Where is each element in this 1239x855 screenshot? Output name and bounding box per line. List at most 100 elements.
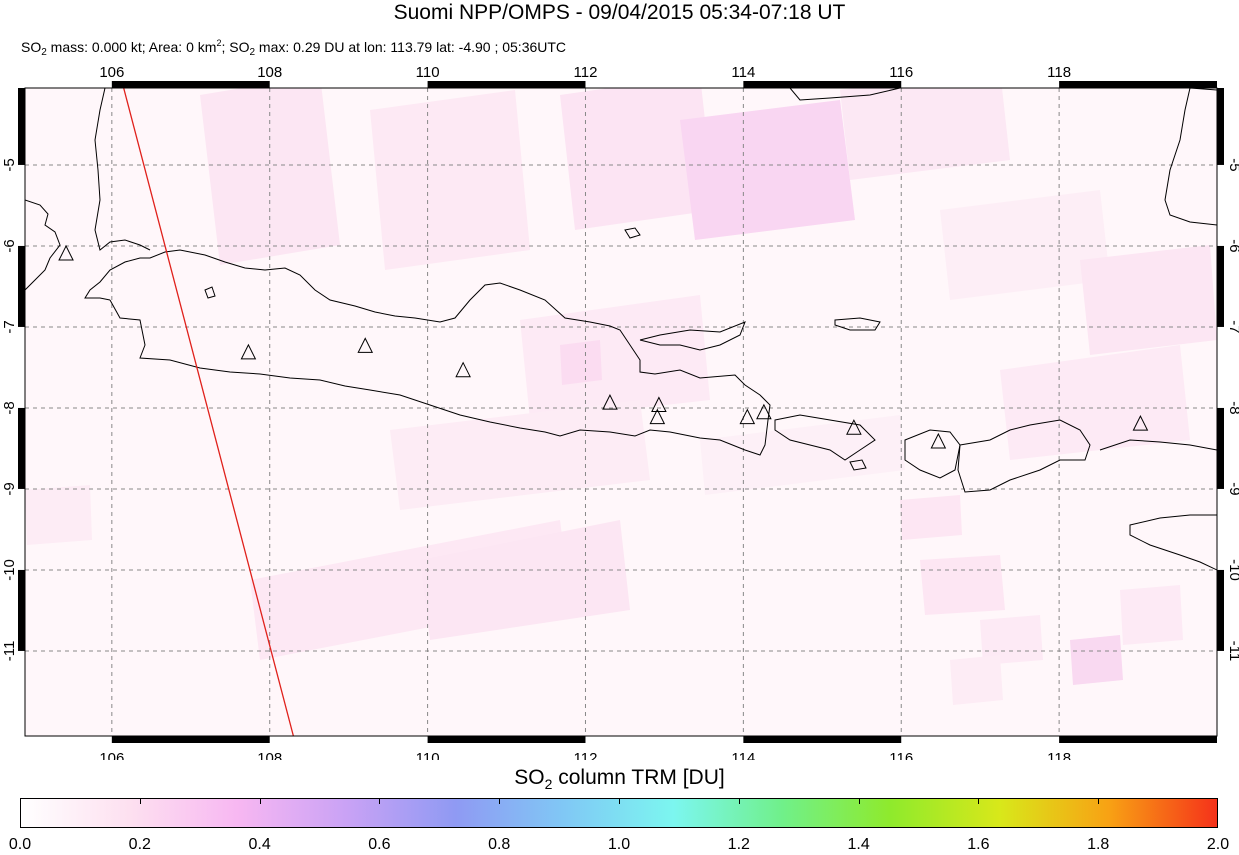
lon-label-bottom: 108 bbox=[257, 750, 282, 760]
right-border-bar bbox=[1217, 245, 1224, 327]
triangle-volcano-icon bbox=[357, 337, 374, 353]
colorbar-title-sub: 2 bbox=[544, 776, 553, 792]
lat-label-left: -8 bbox=[1, 401, 18, 414]
lat-label-left: -11 bbox=[1, 641, 18, 662]
lon-label-top: 108 bbox=[257, 64, 282, 81]
orbit-track-line bbox=[123, 88, 295, 736]
colorbar-tick-label: 0.2 bbox=[128, 836, 151, 853]
orbit-track bbox=[123, 88, 295, 736]
sumbawa-coast bbox=[957, 419, 1091, 493]
stats-mass-sub: 2 bbox=[41, 47, 47, 58]
map-border-bars bbox=[18, 81, 1224, 743]
flores-coast bbox=[1099, 439, 1217, 451]
page-title: Suomi NPP/OMPS - 09/04/2015 05:34-07:18 … bbox=[393, 1, 846, 24]
sumatra-coast bbox=[25, 199, 61, 291]
coastlines bbox=[25, 88, 1217, 571]
colorbar-tick-label: 1.6 bbox=[967, 836, 990, 853]
stats-mass-text: mass: 0.000 kt; Area: 0 km bbox=[46, 39, 217, 55]
colorbar-title-text: column TRM [DU] bbox=[552, 766, 725, 789]
colorbar-tick-mark bbox=[978, 798, 980, 804]
lon-label-bottom: 116 bbox=[889, 750, 913, 760]
triangle-volcano-icon bbox=[455, 361, 471, 378]
lon-label-top: 110 bbox=[416, 64, 440, 81]
top-border-bar bbox=[427, 81, 586, 88]
kalimantan-south-coast bbox=[789, 88, 901, 101]
colorbar-tick-mark bbox=[1098, 798, 1100, 804]
top-border-bar bbox=[1059, 81, 1217, 88]
lon-label-bottom: 106 bbox=[99, 750, 124, 760]
bawean-coast bbox=[624, 227, 641, 239]
graticule bbox=[25, 88, 1217, 736]
colorbar-title-prefix: SO bbox=[514, 766, 545, 789]
triangle-volcano-icon bbox=[240, 343, 257, 360]
lat-label-left: -6 bbox=[1, 239, 18, 252]
top-border-bar bbox=[743, 81, 902, 88]
colorbar-tick-mark bbox=[738, 798, 740, 804]
top-border-bar bbox=[111, 81, 270, 88]
kalimantan-coast bbox=[1164, 88, 1217, 226]
colorbar-tick-mark bbox=[379, 798, 381, 804]
so2-map: 106 106 108 108 110 110 112 112 114 114 116 116 118 1… bbox=[1, 64, 1239, 760]
bottom-border-bar bbox=[1059, 736, 1217, 743]
lon-label-bottom: 112 bbox=[574, 750, 598, 760]
triangle-volcano-icon bbox=[58, 244, 74, 261]
left-border-bar bbox=[18, 569, 25, 651]
left-border-bar bbox=[18, 88, 25, 165]
lombok-coast bbox=[904, 429, 961, 479]
triangle-volcano-icon bbox=[756, 403, 772, 420]
lon-label-bottom: 118 bbox=[1047, 750, 1071, 760]
so2-pixel-layer bbox=[25, 88, 1217, 705]
triangle-volcano-icon bbox=[1132, 415, 1149, 431]
thousand-islands bbox=[204, 286, 216, 299]
lat-label-right: -8 bbox=[1226, 401, 1239, 414]
bottom-border-bar bbox=[427, 736, 586, 743]
lon-label-top: 118 bbox=[1047, 64, 1071, 81]
triangle-volcano-icon bbox=[846, 419, 862, 435]
lon-label-top: 112 bbox=[574, 64, 598, 81]
colorbar-tick-label: 1.2 bbox=[727, 836, 750, 853]
colorbar-tick-label: 0.0 bbox=[8, 836, 32, 853]
colorbar-tick-label: 1.8 bbox=[1087, 836, 1110, 853]
stats-max-sub: 2 bbox=[249, 47, 256, 58]
triangle-volcano-icon bbox=[930, 432, 947, 449]
stats-max-prefix: ; SO bbox=[221, 39, 250, 55]
right-border-bar bbox=[1217, 407, 1224, 489]
lat-label-left: -7 bbox=[1, 320, 18, 333]
lon-label-bottom: 114 bbox=[731, 750, 755, 760]
nusa-penida bbox=[849, 459, 867, 471]
lat-label-left: -5 bbox=[1, 158, 18, 171]
so2-stats-line: SO2 mass: 0.000 kt; Area: 0 km2; SO2 max… bbox=[21, 34, 566, 62]
lon-label-top: 106 bbox=[99, 64, 124, 81]
colorbar-tick-label: 2.0 bbox=[1206, 836, 1230, 853]
lat-label-right: -5 bbox=[1226, 158, 1239, 171]
madura-coast bbox=[639, 321, 746, 351]
bottom-border-bar bbox=[743, 736, 902, 743]
lat-label-left: -9 bbox=[1, 482, 18, 495]
colorbar-tick-label: 0.6 bbox=[368, 836, 391, 853]
triangle-volcano-icon bbox=[739, 408, 756, 425]
lat-label-left: -10 bbox=[1, 559, 18, 581]
colorbar-tick-label: 0.4 bbox=[248, 836, 271, 853]
right-border-bar bbox=[1217, 569, 1224, 651]
colorbar-tick-mark bbox=[858, 798, 860, 804]
colorbar-title: SO2 column TRM [DU] bbox=[0, 765, 1239, 797]
colorbar-tick-label: 0.8 bbox=[488, 836, 511, 853]
lat-label-right: -11 bbox=[1226, 641, 1239, 662]
lat-label-right: -9 bbox=[1226, 482, 1239, 495]
bali-coast bbox=[774, 414, 876, 461]
stats-area-sup: 2 bbox=[216, 38, 222, 48]
colorbar-tick-label: 1.4 bbox=[847, 836, 870, 853]
axis-tick-labels: 106 106 108 108 110 110 112 112 114 114 116 116 118 1… bbox=[1, 64, 1239, 760]
left-border-bar bbox=[18, 407, 25, 489]
kangean-coast bbox=[834, 317, 881, 331]
colorbar-tick-label: 1.0 bbox=[607, 836, 631, 853]
lat-label-right: -6 bbox=[1226, 239, 1239, 252]
triangle-volcano-icon bbox=[602, 393, 618, 410]
volcano-markers bbox=[58, 244, 1149, 449]
sumba-coast bbox=[1129, 514, 1217, 571]
java-coast bbox=[84, 249, 771, 456]
right-border-bar bbox=[1217, 88, 1224, 165]
left-border-bar bbox=[18, 245, 25, 327]
lon-label-bottom: 110 bbox=[416, 750, 440, 760]
triangle-volcano-icon bbox=[651, 396, 667, 413]
